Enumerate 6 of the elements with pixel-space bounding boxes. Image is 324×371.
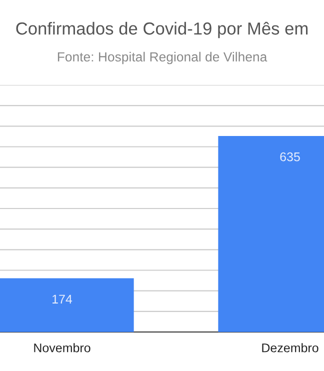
data-label: 174 [52, 294, 72, 304]
x-tick-label: Novembro [34, 343, 90, 352]
chart-title: Confirmados de Covid-19 por Mês em [16, 22, 308, 38]
x-tick-label: Dezembro [262, 343, 318, 352]
chart-subtitle: Fonte: Hospital Regional de Vilhena [58, 52, 268, 64]
data-label: 635 [280, 152, 300, 162]
